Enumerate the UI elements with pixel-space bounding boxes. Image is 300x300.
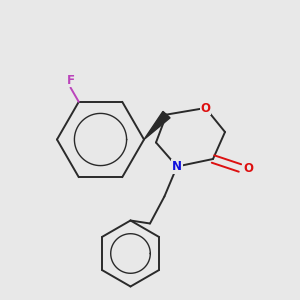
Polygon shape bbox=[144, 111, 170, 140]
Text: O: O bbox=[243, 161, 254, 175]
Text: F: F bbox=[67, 74, 74, 86]
Text: O: O bbox=[200, 101, 211, 115]
Text: N: N bbox=[172, 160, 182, 173]
